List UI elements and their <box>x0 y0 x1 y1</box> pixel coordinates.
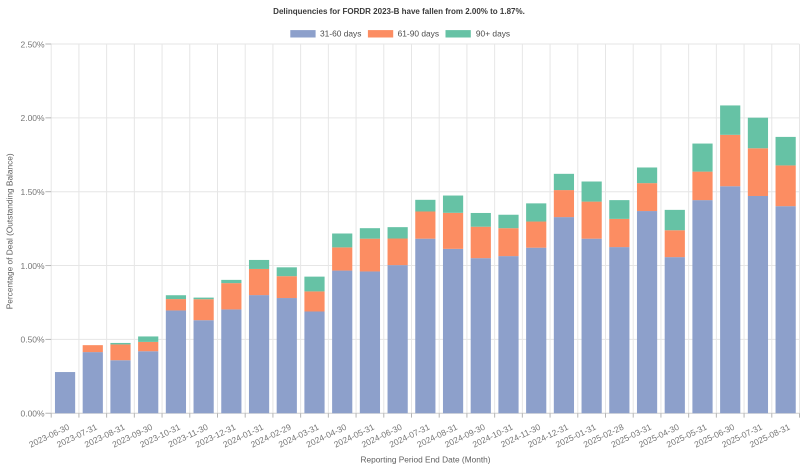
svg-text:Percentage of Deal (Outstandin: Percentage of Deal (Outstanding Balance) <box>4 153 14 309</box>
svg-text:2.00%: 2.00% <box>20 113 45 123</box>
svg-text:61-90 days: 61-90 days <box>398 29 439 39</box>
svg-text:1.00%: 1.00% <box>20 261 45 271</box>
svg-text:0.00%: 0.00% <box>20 409 45 419</box>
svg-text:1.50%: 1.50% <box>20 187 45 197</box>
svg-text:2.50%: 2.50% <box>20 39 45 49</box>
svg-text:90+ days: 90+ days <box>476 29 510 39</box>
svg-text:31-60 days: 31-60 days <box>320 29 361 39</box>
svg-text:Reporting Period End Date (Mon: Reporting Period End Date (Month) <box>360 454 490 464</box>
svg-text:Delinquencies for FORDR 2023-B: Delinquencies for FORDR 2023-B have fall… <box>273 7 525 16</box>
svg-text:0.50%: 0.50% <box>20 335 45 345</box>
